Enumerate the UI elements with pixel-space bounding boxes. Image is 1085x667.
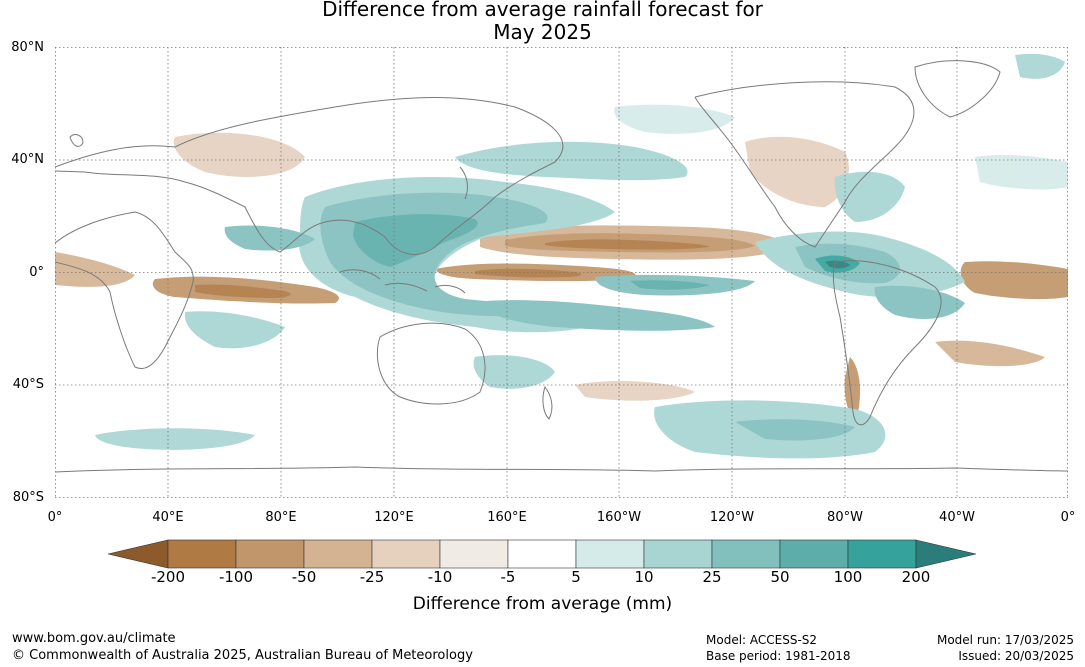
dry-area-atlantic (960, 261, 1068, 300)
colorbar-box-10 (779, 539, 849, 569)
wet-area-greenland-sea (1015, 53, 1065, 79)
footer-base-period: Base period: 1981-2018 (706, 649, 851, 663)
colorbar-label: -25 (359, 568, 385, 586)
lon-label-160w: 160°W (596, 510, 642, 525)
anomaly-field (55, 53, 1068, 459)
map-title-line2: May 2025 (493, 20, 592, 44)
coast-japan (459, 166, 468, 200)
colorbar-label: -10 (427, 568, 453, 586)
coast-australia (376, 322, 486, 405)
dry-area-west-africa (55, 252, 135, 287)
lon-label-40w: 40°W (939, 510, 975, 525)
colorbar-label: 50 (770, 568, 790, 586)
lon-label-160e: 160°E (487, 510, 527, 525)
colorbar-label: 100 (833, 568, 863, 586)
coast-indonesia (339, 269, 466, 294)
colorbar-box-3 (303, 539, 373, 569)
lat-label-40n: 40°N (11, 152, 44, 167)
rainfall-anomaly-map (55, 47, 1068, 498)
lon-label-0-right: 0° (1060, 510, 1076, 525)
coast-south-america (832, 260, 942, 426)
footer-url: www.bom.gov.au/climate (12, 631, 176, 646)
lon-label-40e: 40°E (152, 510, 184, 525)
map-svg (55, 47, 1068, 498)
wet-area-northeast-pacific (614, 104, 735, 134)
lon-label-80w: 80°W (827, 510, 863, 525)
map-title-line1: Difference from average rainfall forecas… (322, 0, 763, 21)
wet-area-eastern-us (834, 171, 905, 222)
coast-uk (69, 134, 84, 147)
colorbar-label: 200 (901, 568, 931, 586)
wet-area-north-atlantic (975, 154, 1068, 190)
coast-antarctica (55, 466, 1068, 473)
wet-area-amazon (874, 285, 965, 319)
lon-label-80e: 80°E (265, 510, 297, 525)
colorbar-extend-high (915, 539, 977, 569)
colorbar-label: 10 (634, 568, 654, 586)
dry-area-central-asia (173, 132, 305, 177)
colorbar-label: -5 (500, 568, 516, 586)
dry-area-south-atlantic (935, 340, 1045, 367)
colorbar-box-6 (507, 539, 577, 569)
colorbar-title: Difference from average (mm) (412, 594, 673, 614)
lat-label-equator: 0° (29, 265, 44, 280)
coast-greenland (914, 60, 1001, 118)
colorbar-extend-low (108, 539, 169, 569)
footer-model: Model: ACCESS-S2 (706, 633, 818, 647)
lon-label-0-left: 0° (47, 510, 63, 525)
graticule (55, 47, 1068, 498)
wet-area-west-pacific-core (353, 214, 478, 267)
dry-area-north-pacific-core (545, 239, 710, 250)
footer-issued: Issued: 20/03/2025 (958, 649, 1074, 663)
wet-area-panama-strong (825, 260, 850, 269)
dry-area-north-america (745, 136, 849, 207)
colorbar-box-11 (847, 539, 917, 569)
lat-label-80s: 80°S (12, 490, 44, 505)
wet-area-indian-ocean (224, 225, 315, 251)
footer-model-run: Model run: 17/03/2025 (936, 633, 1074, 647)
colorbar-box-2 (235, 539, 305, 569)
colorbar-label: -100 (218, 568, 254, 586)
dry-area-southern-ocean (575, 381, 695, 401)
lat-label-80n: 80°N (11, 40, 44, 55)
wet-area-north-pacific (455, 141, 688, 181)
lon-label-120w: 120°W (709, 510, 755, 525)
colorbar (108, 539, 977, 569)
wet-area-west-pacific (320, 192, 548, 317)
wet-area-equatorial-core (630, 280, 710, 290)
colorbar-box-4 (371, 539, 441, 569)
colorbar-box-7 (575, 539, 645, 569)
colorbar-box-1 (167, 539, 237, 569)
colorbar-box-8 (643, 539, 713, 569)
dry-area-equatorial-core (475, 268, 582, 278)
lon-label-120e: 120°E (374, 510, 414, 525)
coast-europe-asia (55, 97, 564, 255)
colorbar-box-9 (711, 539, 781, 569)
coastlines (55, 60, 1068, 473)
wet-area-south-pacific-convergence (475, 300, 715, 331)
dry-area-indian-core (195, 284, 291, 298)
colorbar-box-5 (439, 539, 509, 569)
colorbar-label: 5 (571, 568, 581, 586)
lat-label-40s: 40°S (12, 377, 44, 392)
wet-area-southern-pacific-core (735, 419, 855, 441)
coast-new-zealand (542, 385, 553, 420)
footer-copyright: © Commonwealth of Australia 2025, Austra… (12, 648, 473, 663)
wet-area-tasman (473, 355, 555, 389)
wet-area-south-indian (184, 311, 285, 349)
colorbar-label: -200 (150, 568, 186, 586)
coast-north-america (694, 81, 915, 248)
coast-africa (55, 211, 194, 370)
wet-area-southern-ocean-west (95, 428, 255, 450)
colorbar-label: -50 (291, 568, 317, 586)
colorbar-label: 25 (702, 568, 722, 586)
